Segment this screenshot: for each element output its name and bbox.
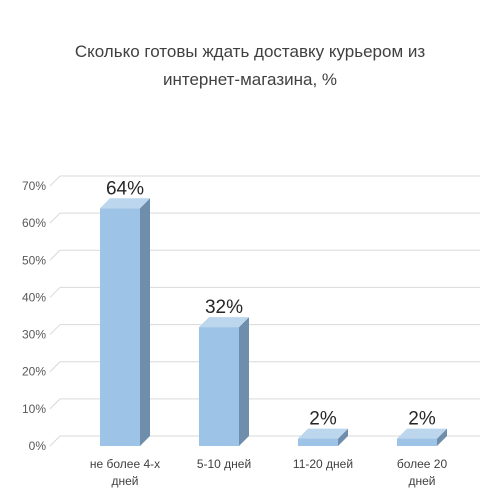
- gridline-side: [49, 435, 61, 447]
- bar-top: [199, 317, 249, 328]
- y-tick-label: 50%: [22, 253, 46, 267]
- bar-side: [338, 428, 348, 446]
- x-tick-label: не более 4-х: [90, 457, 160, 471]
- data-label: 32%: [205, 297, 243, 318]
- bar-top: [298, 428, 348, 439]
- bar-front: [100, 208, 140, 446]
- bars: [100, 198, 447, 446]
- bar: [298, 428, 348, 446]
- bar-front: [298, 438, 338, 446]
- chart-title: Сколько готовы ждать доставку курьером и…: [74, 42, 426, 89]
- data-label: 2%: [408, 409, 436, 430]
- bar-front: [397, 438, 437, 446]
- y-tick-label: 40%: [22, 290, 46, 304]
- bar: [100, 198, 150, 446]
- bar: [199, 317, 249, 446]
- bar-side: [437, 428, 447, 446]
- y-tick-label: 0%: [29, 439, 47, 453]
- y-tick-label: 20%: [22, 365, 46, 379]
- bar-side: [140, 198, 150, 446]
- bar-side: [239, 317, 249, 446]
- y-tick-label: 60%: [22, 216, 46, 230]
- bar-front: [199, 327, 239, 446]
- y-axis-ticks: 0% 10% 20% 30% 40% 50% 60% 70%: [22, 179, 46, 453]
- gridline-side: [49, 324, 61, 335]
- y-tick-label: 70%: [22, 179, 46, 193]
- gridline-side: [49, 212, 61, 224]
- x-tick-label: 5-10 дней: [197, 457, 251, 471]
- x-axis-ticks: не более 4-х дней 5-10 дней 11-20 дней более…: [90, 457, 448, 488]
- x-tick-label: дней: [111, 474, 138, 488]
- bar-top: [397, 428, 447, 439]
- data-label: 2%: [309, 409, 337, 430]
- y-tick-label: 30%: [22, 328, 46, 342]
- gridline-side: [49, 287, 61, 298]
- bar: [397, 428, 447, 446]
- x-tick-label: 11-20 дней: [293, 457, 353, 471]
- bar-top: [100, 198, 150, 209]
- data-label: 64%: [106, 178, 144, 199]
- gridline-side: [49, 361, 61, 373]
- gridline-side: [49, 175, 61, 187]
- x-tick-label: более 20: [397, 457, 448, 471]
- gridline-side: [49, 249, 61, 261]
- y-tick-label: 10%: [22, 402, 46, 416]
- data-labels: 64% 32% 2% 2%: [106, 178, 436, 429]
- x-tick-label: дней: [408, 474, 435, 488]
- gridline-side: [49, 398, 61, 410]
